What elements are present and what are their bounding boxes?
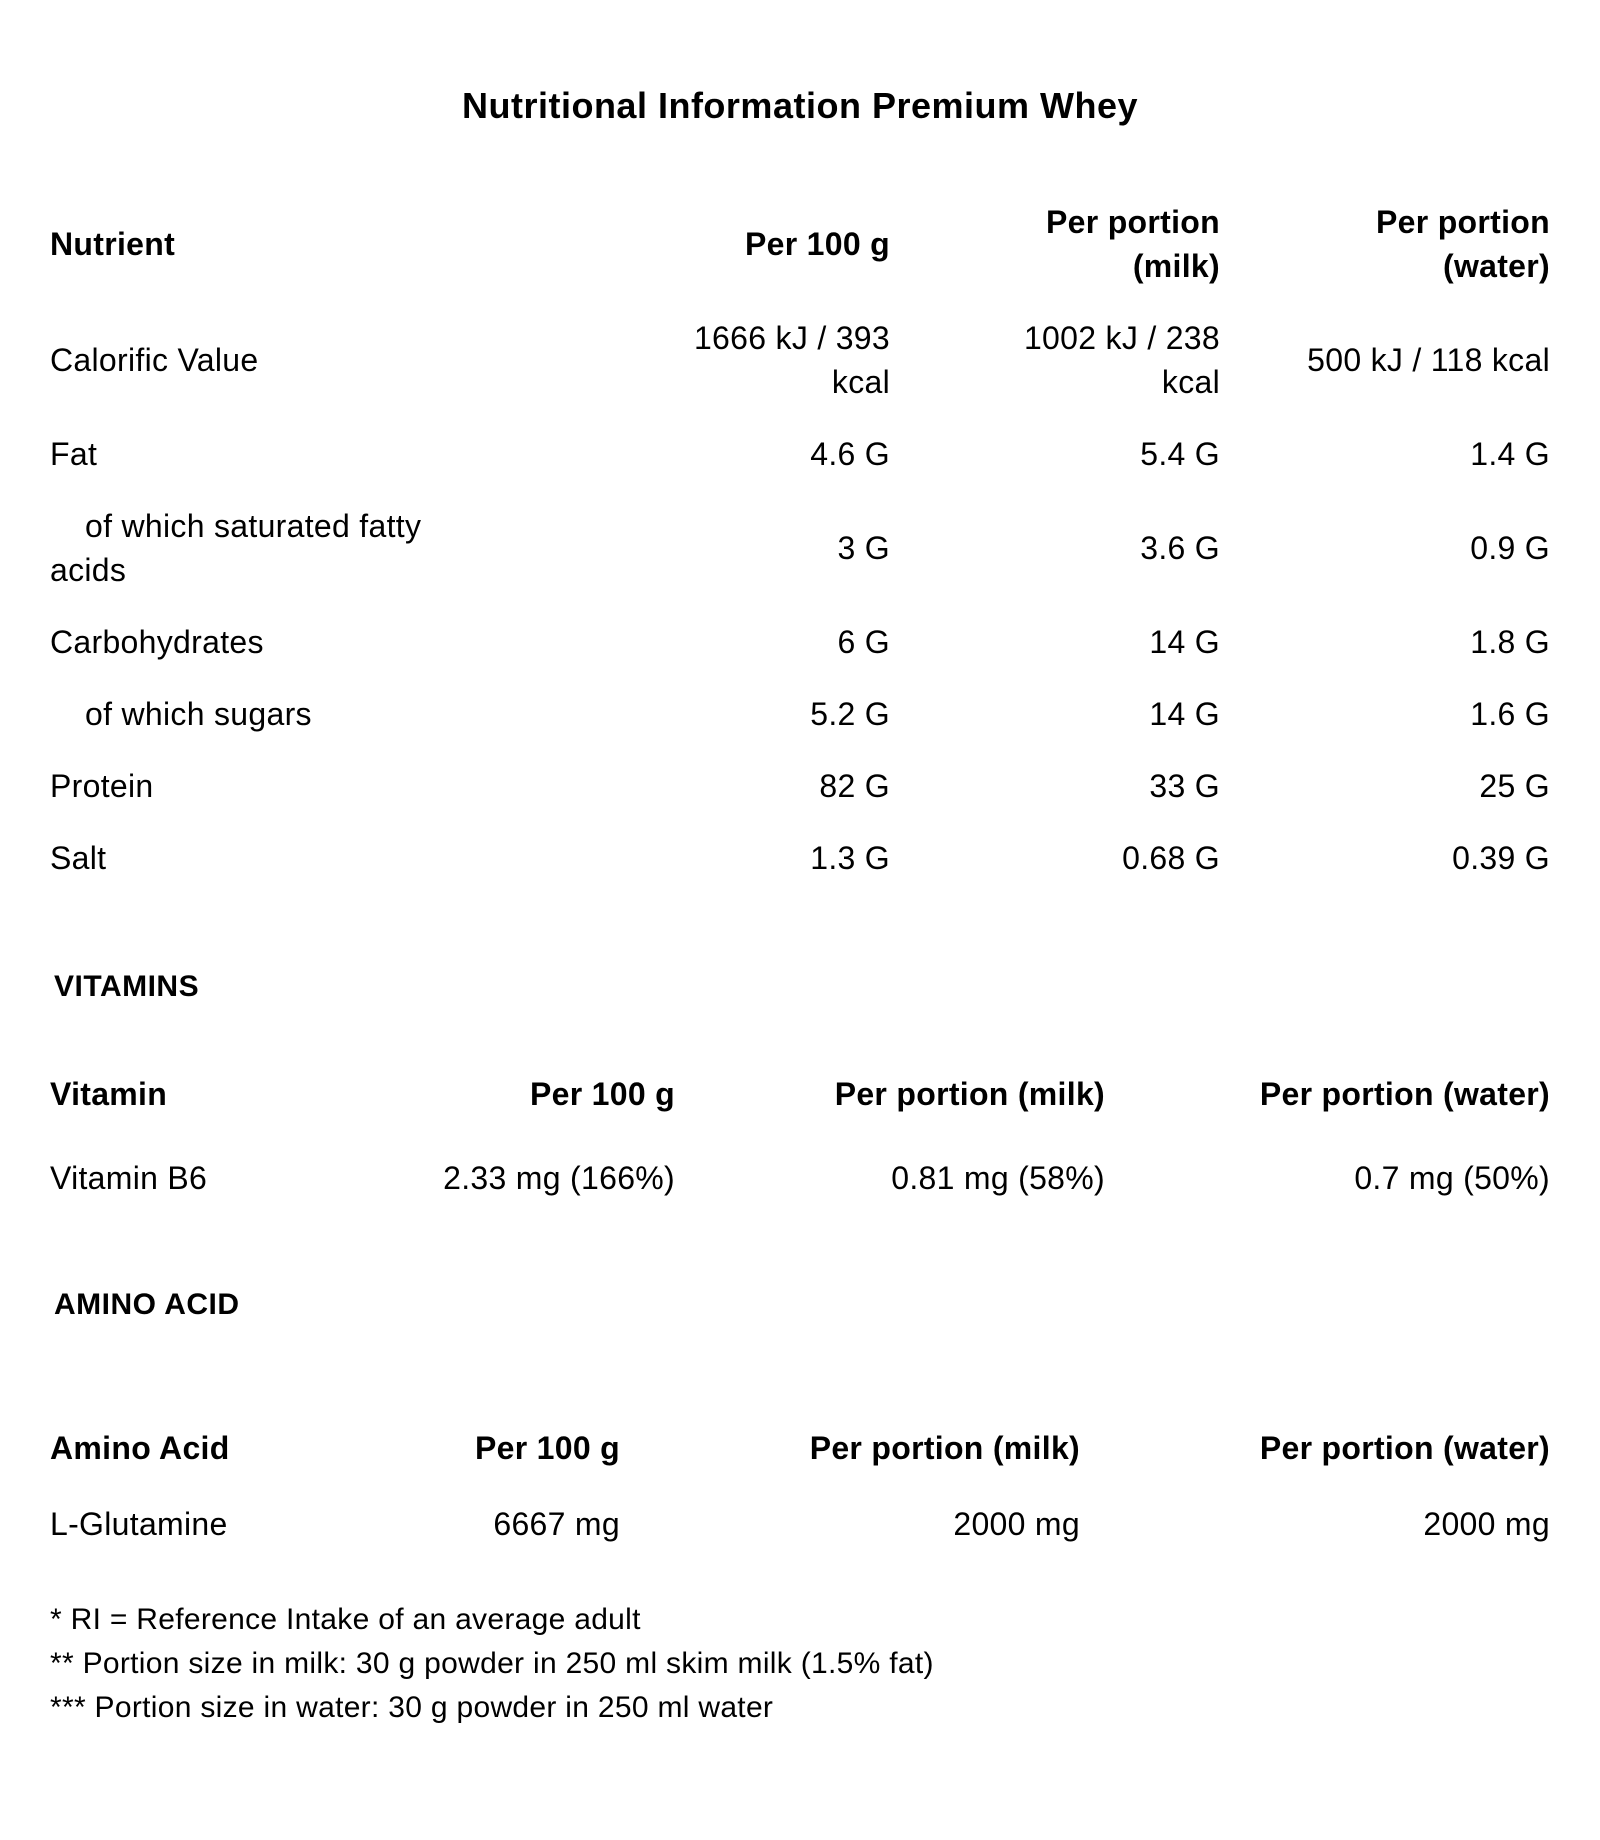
footnote-portion-size-milk: ** Portion size in milk: 30 g powder in … bbox=[50, 1647, 934, 1680]
value-per-100g: 82 G bbox=[819, 768, 890, 804]
nutrient-label-text: of which sugars bbox=[85, 696, 312, 732]
value-per-portion-milk: 33 G bbox=[1149, 768, 1220, 804]
amino-acid-table: Amino Acid Per 100 g Per portion (milk) … bbox=[50, 1410, 1550, 1562]
column-header-per-100g: Per 100 g bbox=[474, 1430, 620, 1466]
column-header-per-portion-water: Per portion (water) bbox=[1259, 1076, 1550, 1112]
column-header-amino-acid: Amino Acid bbox=[50, 1430, 230, 1466]
column-header-per-portion-milk: Per portion (milk) bbox=[890, 186, 1220, 302]
value-per-portion-milk: 0.68 G bbox=[1122, 840, 1220, 876]
value-per-portion-water: 0.7 mg (50%) bbox=[1354, 1160, 1550, 1196]
table-row-fat: Fat 4.6 G 5.4 G 1.4 G bbox=[50, 418, 1550, 490]
value-per-portion-milk: 5.4 G bbox=[1140, 436, 1220, 472]
value-per-100g: 1.3 G bbox=[810, 840, 890, 876]
footnotes: * RI = Reference Intake of an average ad… bbox=[50, 1598, 1550, 1730]
value-per-100g: 5.2 G bbox=[810, 696, 890, 732]
value-per-portion-milk: 14 G bbox=[1149, 624, 1220, 660]
value-per-portion-water: 1.4 G bbox=[1470, 436, 1550, 472]
value-per-portion-water: 2000 mg bbox=[1423, 1506, 1550, 1542]
value-per-portion-milk: 2000 mg bbox=[953, 1506, 1080, 1542]
nutrient-label: Calorific Value bbox=[50, 342, 259, 378]
table-row-salt: Salt 1.3 G 0.68 G 0.39 G bbox=[50, 822, 1550, 894]
column-header-per-portion-milk-text: Per portion (milk) bbox=[1046, 204, 1220, 284]
value-per-portion-milk: 14 G bbox=[1149, 696, 1220, 732]
value-per-100g: 4.6 G bbox=[810, 436, 890, 472]
amino-acid-table-header-row: Amino Acid Per 100 g Per portion (milk) … bbox=[50, 1410, 1550, 1486]
value-per-portion-water: 500 kJ / 118 kcal bbox=[1307, 342, 1550, 378]
column-header-vitamin: Vitamin bbox=[50, 1076, 168, 1112]
column-header-per-portion-water-text: Per portion (water) bbox=[1376, 204, 1550, 284]
nutrient-label: Salt bbox=[50, 840, 107, 876]
value-per-100g: 6667 mg bbox=[493, 1506, 620, 1542]
page-title: Nutritional Information Premium Whey bbox=[461, 85, 1139, 126]
value-per-portion-milk: 1002 kJ / 238 kcal bbox=[890, 302, 1220, 418]
value-per-100g: 6 G bbox=[837, 624, 890, 660]
nutrition-table: Nutrient Per 100 g Per portion (milk) Pe… bbox=[50, 186, 1550, 894]
nutrient-label: Protein bbox=[50, 768, 154, 804]
value-per-portion-milk: 0.81 mg (58%) bbox=[891, 1160, 1105, 1196]
column-header-per-portion-milk: Per portion (milk) bbox=[809, 1430, 1080, 1466]
table-row-calorific-value: Calorific Value 1666 kJ / 393 kcal 1002 … bbox=[50, 302, 1550, 418]
value-per-portion-water: 0.9 G bbox=[1470, 530, 1550, 566]
vitamins-section-heading: VITAMINS bbox=[54, 970, 200, 1003]
nutrient-label: of which saturated fatty acids bbox=[50, 490, 610, 606]
vitamins-table-header-row: Vitamin Per 100 g Per portion (milk) Per… bbox=[50, 1052, 1550, 1136]
amino-acid-label: L-Glutamine bbox=[50, 1506, 228, 1542]
column-header-per-portion-water: Per portion (water) bbox=[1259, 1430, 1550, 1466]
column-header-per-portion-milk: Per portion (milk) bbox=[834, 1076, 1105, 1112]
nutrient-label: of which sugars bbox=[50, 678, 610, 750]
value-per-portion-water: 1.8 G bbox=[1470, 624, 1550, 660]
table-row-protein: Protein 82 G 33 G 25 G bbox=[50, 750, 1550, 822]
table-row-vitamin-b6: Vitamin B6 2.33 mg (166%) 0.81 mg (58%) … bbox=[50, 1136, 1550, 1220]
nutrient-label-text: of which saturated fatty acids bbox=[50, 508, 422, 588]
vitamin-label: Vitamin B6 bbox=[50, 1160, 208, 1196]
value-per-portion-water: 1.6 G bbox=[1470, 696, 1550, 732]
nutrient-label: Carbohydrates bbox=[50, 624, 264, 660]
vitamins-table: Vitamin Per 100 g Per portion (milk) Per… bbox=[50, 1052, 1550, 1220]
footnote-reference-intake: * RI = Reference Intake of an average ad… bbox=[50, 1603, 641, 1636]
value-per-portion-water: 0.39 G bbox=[1452, 840, 1550, 876]
nutrition-table-header-row: Nutrient Per 100 g Per portion (milk) Pe… bbox=[50, 186, 1550, 302]
footnote-portion-size-water: *** Portion size in water: 30 g powder i… bbox=[50, 1691, 774, 1724]
value-per-portion-water: 25 G bbox=[1479, 768, 1550, 804]
nutrient-label: Fat bbox=[50, 436, 98, 472]
value-per-portion-milk: 3.6 G bbox=[1140, 530, 1220, 566]
value-per-100g: 1666 kJ / 393 kcal bbox=[610, 302, 890, 418]
table-row-saturated-fatty-acids: of which saturated fatty acids 3 G 3.6 G… bbox=[50, 490, 1550, 606]
value-per-100g-text: 1666 kJ / 393 kcal bbox=[693, 320, 890, 400]
column-header-per-100g: Per 100 g bbox=[744, 226, 890, 262]
value-per-100g: 3 G bbox=[837, 530, 890, 566]
value-per-100g: 2.33 mg (166%) bbox=[443, 1160, 675, 1196]
column-header-nutrient: Nutrient bbox=[50, 226, 176, 262]
amino-acid-section-heading: AMINO ACID bbox=[54, 1288, 240, 1321]
table-row-carbohydrates: Carbohydrates 6 G 14 G 1.8 G bbox=[50, 606, 1550, 678]
table-row-sugars: of which sugars 5.2 G 14 G 1.6 G bbox=[50, 678, 1550, 750]
column-header-per-portion-water: Per portion (water) bbox=[1220, 186, 1550, 302]
table-row-l-glutamine: L-Glutamine 6667 mg 2000 mg 2000 mg bbox=[50, 1486, 1550, 1562]
value-per-portion-milk-text: 1002 kJ / 238 kcal bbox=[1023, 320, 1220, 400]
nutrition-label-page: Nutritional Information Premium Whey Nut… bbox=[50, 85, 1550, 1730]
column-header-per-100g: Per 100 g bbox=[529, 1076, 675, 1112]
